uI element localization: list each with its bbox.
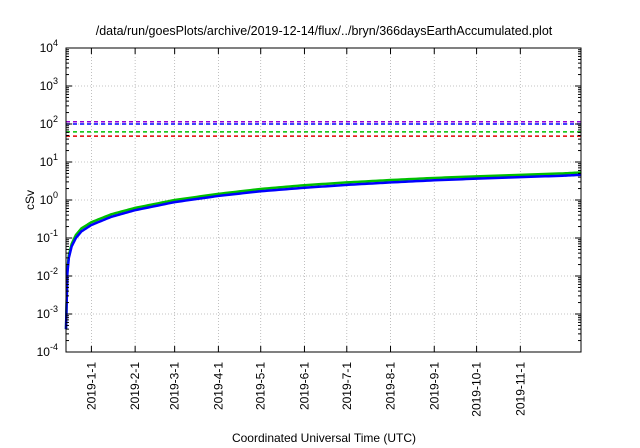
x-tick-label: 2019-10-1: [470, 362, 484, 417]
series-line: [64, 173, 582, 330]
y-tick-label: 10-1: [37, 228, 58, 245]
y-tick-label: 101: [40, 152, 58, 169]
x-tick-label: 2019-5-1: [254, 362, 268, 410]
y-axis-ticks: 10-4 10-3 10-2 10-1 100 101 102 103 104: [37, 38, 581, 359]
series-line: [64, 171, 582, 330]
x-tick-label: 2019-4-1: [211, 362, 225, 410]
chart-title: /data/run/goesPlots/archive/2019-12-14/f…: [96, 24, 553, 38]
x-tick-label: 2019-9-1: [427, 362, 441, 410]
x-tick-label: 2019-3-1: [168, 362, 182, 410]
x-tick-label: 2019-8-1: [384, 362, 398, 410]
x-tick-label: 2019-6-1: [297, 362, 311, 410]
x-axis-ticks: 2019-1-1 2019-2-1 2019-3-1 2019-4-1 2019-5-1…: [84, 48, 527, 417]
x-tick-label: 2019-2-1: [128, 362, 142, 410]
data-series: [64, 171, 582, 330]
y-tick-label: 10-4: [37, 342, 58, 359]
x-tick-label: 2019-11-1: [513, 362, 527, 416]
y-tick-label: 100: [40, 190, 58, 207]
threshold-lines: [66, 120, 581, 137]
y-tick-label: 103: [40, 76, 58, 93]
gridlines: [66, 48, 581, 352]
x-tick-label: 2019-7-1: [340, 362, 354, 410]
y-tick-label: 102: [40, 114, 58, 131]
x-tick-label: 2019-1-1: [84, 362, 98, 410]
x-axis-label: Coordinated Universal Time (UTC): [232, 431, 416, 445]
plot-frame: [65, 47, 582, 353]
y-tick-label: 10-2: [37, 266, 58, 283]
y-tick-label: 104: [40, 38, 58, 55]
y-axis-label: cSv: [23, 190, 37, 210]
y-tick-label: 10-3: [37, 304, 58, 321]
